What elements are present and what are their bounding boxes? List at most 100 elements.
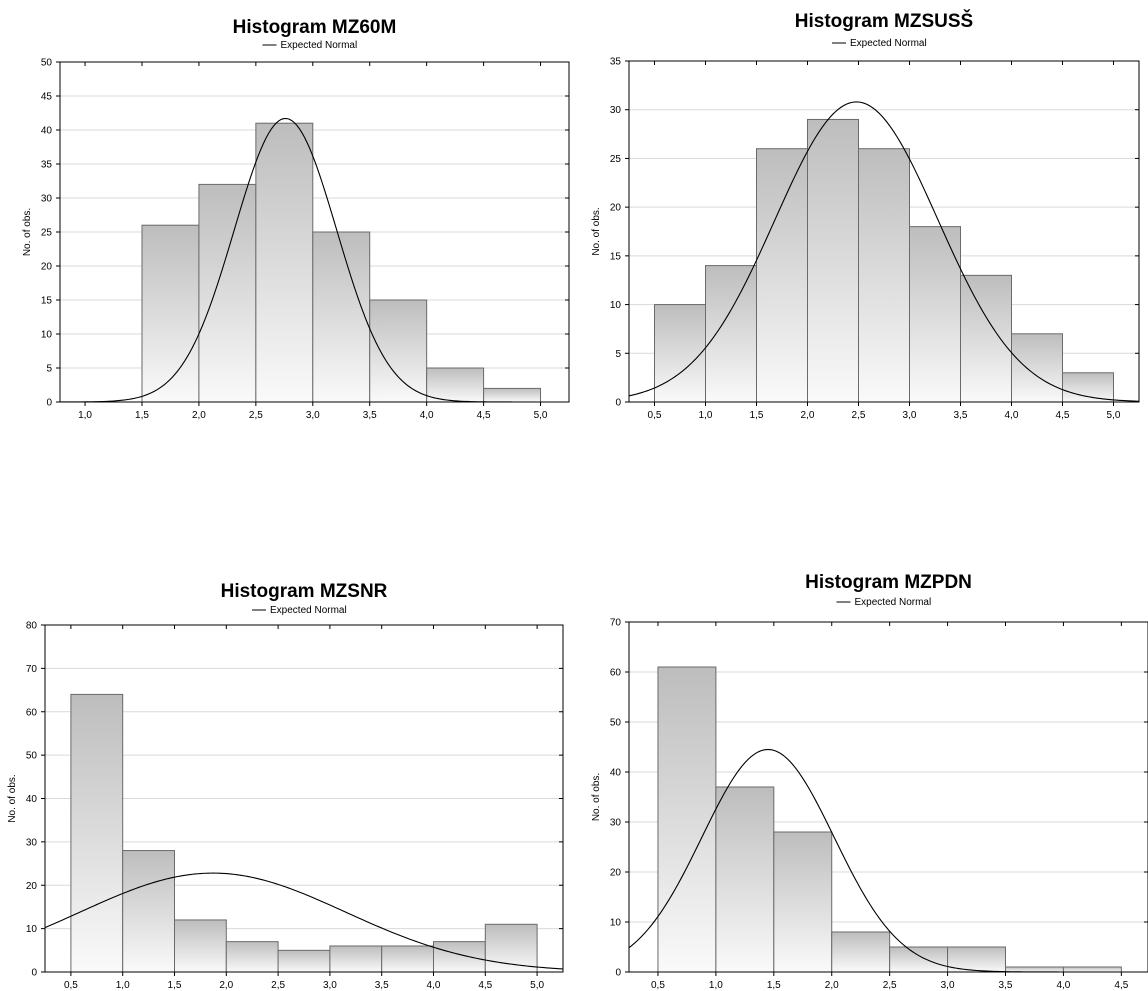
legend-label: Expected Normal bbox=[855, 597, 932, 608]
x-tick-label: 1,5 bbox=[767, 980, 781, 991]
x-tick-label: 1,5 bbox=[168, 980, 182, 991]
histogram-bar bbox=[70, 693, 124, 973]
y-tick-label: 30 bbox=[41, 194, 53, 205]
x-tick-label: 2,5 bbox=[249, 410, 263, 421]
x-tick-label: 5,0 bbox=[530, 980, 544, 991]
legend-label: Expected Normal bbox=[281, 40, 358, 51]
histogram-bar bbox=[889, 946, 949, 973]
histogram-bar bbox=[277, 949, 331, 973]
chart-title: Histogram MZ60M bbox=[233, 17, 397, 38]
x-tick-label: 0,5 bbox=[64, 980, 78, 991]
chart-1: Histogram MZ60M Expected Normal 0 5 10 15 20 25… bbox=[22, 17, 570, 421]
x-tick-label: 4,0 bbox=[1005, 410, 1019, 421]
chart-title: Histogram MZSUSŠ bbox=[795, 10, 973, 32]
x-tick-label: 4,5 bbox=[1056, 410, 1070, 421]
x-tick-label: 3,5 bbox=[999, 980, 1013, 991]
y-tick-label: 50 bbox=[26, 751, 38, 762]
x-tick-label: 2,5 bbox=[883, 980, 897, 991]
x-tick-label: 3,5 bbox=[375, 980, 389, 991]
histogram-bar bbox=[1062, 966, 1122, 973]
y-tick-label: 35 bbox=[41, 160, 53, 171]
histogram-bar bbox=[369, 299, 428, 403]
x-tick-label: 2,0 bbox=[192, 410, 206, 421]
x-tick-label: 0,5 bbox=[648, 410, 662, 421]
x-tick-label: 1,0 bbox=[709, 980, 723, 991]
x-tick-label: 4,5 bbox=[1114, 980, 1128, 991]
y-tick-label: 20 bbox=[610, 203, 622, 214]
y-axis-label: No. of obs. bbox=[22, 208, 33, 256]
y-tick-label: 80 bbox=[26, 621, 38, 632]
y-tick-label: 70 bbox=[610, 618, 622, 629]
histogram-bar bbox=[773, 831, 833, 973]
y-tick-label: 30 bbox=[26, 837, 38, 848]
y-tick-label: 25 bbox=[41, 228, 53, 239]
y-tick-label: 10 bbox=[610, 300, 622, 311]
chart-title: Histogram MZSNR bbox=[221, 581, 388, 602]
histogram-bar bbox=[715, 786, 775, 973]
histogram-bar bbox=[657, 666, 717, 973]
histogram-bar bbox=[483, 387, 542, 403]
y-tick-label: 60 bbox=[26, 707, 38, 718]
y-tick-label: 0 bbox=[46, 398, 52, 409]
x-tick-label: 3,5 bbox=[363, 410, 377, 421]
histogram-bar bbox=[225, 941, 279, 973]
y-tick-label: 10 bbox=[26, 924, 38, 935]
histogram-bar bbox=[705, 265, 757, 403]
chart-2: Histogram MZSUSŠ Expected Normal 0 5 10 15 20 2… bbox=[591, 10, 1140, 421]
x-tick-label: 2,5 bbox=[271, 980, 285, 991]
histogram-bar bbox=[329, 945, 383, 973]
x-tick-label: 3,0 bbox=[941, 980, 955, 991]
x-tick-label: 4,5 bbox=[478, 980, 492, 991]
histogram-bar bbox=[1011, 333, 1063, 403]
y-tick-label: 15 bbox=[41, 296, 53, 307]
y-tick-label: 20 bbox=[41, 262, 53, 273]
legend-label: Expected Normal bbox=[850, 38, 927, 49]
x-tick-label: 1,0 bbox=[699, 410, 713, 421]
y-tick-label: 25 bbox=[610, 154, 622, 165]
y-tick-label: 40 bbox=[610, 768, 622, 779]
histogram-bar bbox=[198, 183, 257, 403]
y-axis-label: No. of obs. bbox=[7, 774, 18, 822]
y-tick-label: 0 bbox=[615, 398, 621, 409]
histogram-bar bbox=[484, 923, 538, 973]
x-tick-label: 2,5 bbox=[852, 410, 866, 421]
y-tick-label: 5 bbox=[615, 349, 621, 360]
histogram-bar bbox=[1062, 372, 1114, 403]
histogram-bar bbox=[141, 224, 200, 403]
histogram-bar bbox=[831, 931, 891, 973]
x-tick-label: 4,5 bbox=[477, 410, 491, 421]
y-tick-label: 50 bbox=[610, 718, 622, 729]
y-tick-label: 50 bbox=[41, 58, 53, 69]
y-tick-label: 35 bbox=[610, 57, 622, 68]
normal-curve bbox=[44, 872, 564, 970]
x-tick-label: 1,0 bbox=[78, 410, 92, 421]
y-tick-label: 45 bbox=[41, 92, 53, 103]
y-tick-label: 70 bbox=[26, 664, 38, 675]
x-tick-label: 3,0 bbox=[306, 410, 320, 421]
y-tick-label: 20 bbox=[610, 868, 622, 879]
y-tick-label: 15 bbox=[610, 251, 622, 262]
y-tick-label: 10 bbox=[610, 918, 622, 929]
legend-label: Expected Normal bbox=[270, 605, 347, 616]
chart-title: Histogram MZPDN bbox=[805, 572, 972, 593]
x-tick-label: 0,5 bbox=[651, 980, 665, 991]
plot-frame bbox=[628, 60, 1140, 403]
y-tick-label: 30 bbox=[610, 105, 622, 116]
histogram-bar bbox=[654, 304, 706, 403]
y-tick-label: 60 bbox=[610, 668, 622, 679]
histogram-bar bbox=[807, 118, 859, 403]
histogram-bar bbox=[174, 919, 227, 973]
x-tick-label: 4,0 bbox=[420, 410, 434, 421]
x-tick-label: 1,5 bbox=[135, 410, 149, 421]
histogram-bar bbox=[858, 148, 910, 403]
y-axis-label: No. of obs. bbox=[591, 773, 602, 821]
normal-curve bbox=[628, 101, 1140, 402]
x-tick-label: 2,0 bbox=[219, 980, 233, 991]
x-tick-label: 2,0 bbox=[801, 410, 815, 421]
x-tick-label: 2,0 bbox=[825, 980, 839, 991]
y-axis-label: No. of obs. bbox=[591, 207, 602, 255]
x-tick-label: 3,0 bbox=[323, 980, 337, 991]
x-tick-label: 4,0 bbox=[427, 980, 441, 991]
x-tick-label: 4,0 bbox=[1056, 980, 1070, 991]
histogram-bar bbox=[312, 231, 371, 403]
